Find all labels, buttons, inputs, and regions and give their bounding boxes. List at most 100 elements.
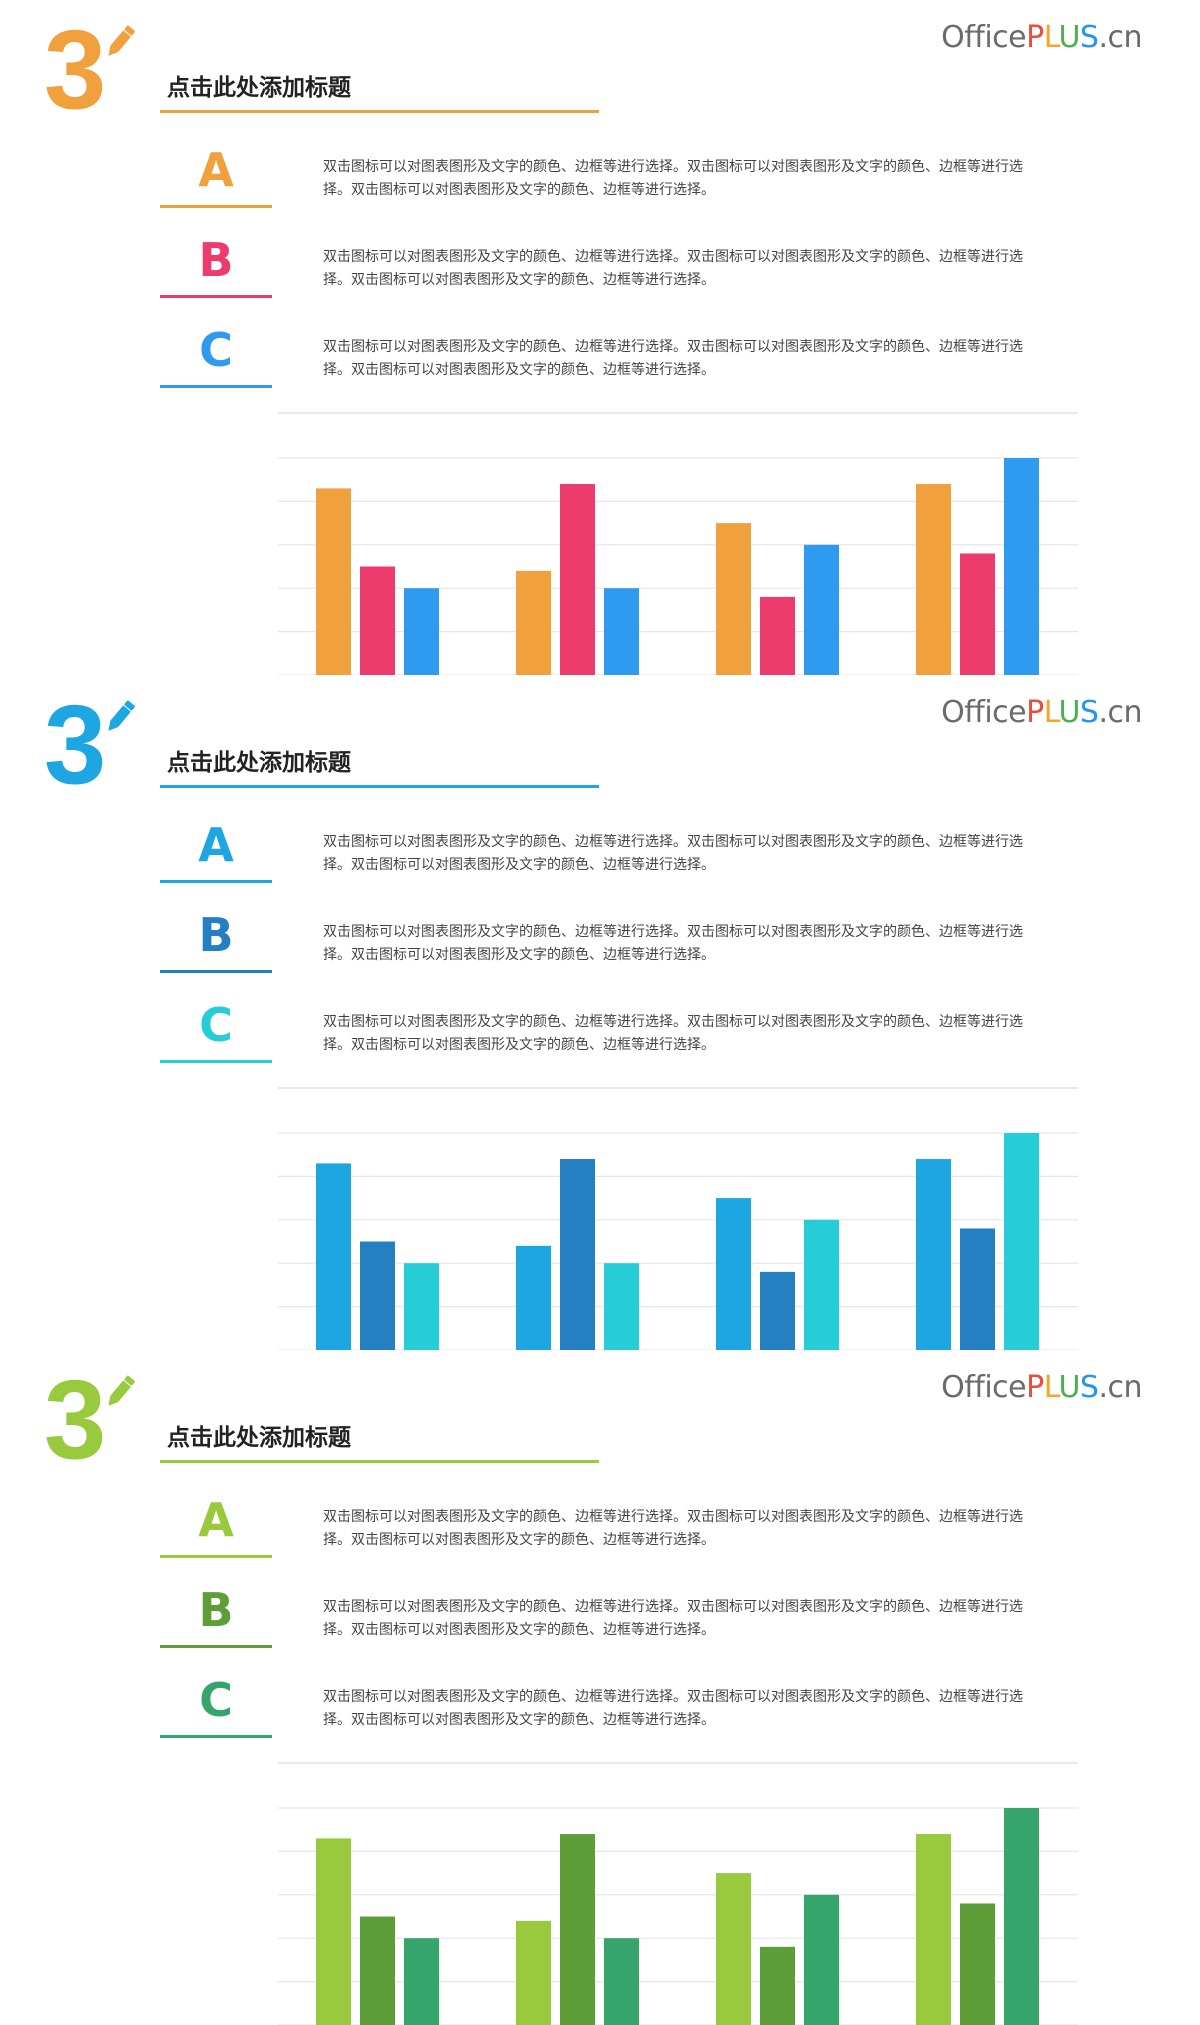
- bar: [404, 1263, 439, 1350]
- bar: [716, 523, 751, 675]
- slide-number: 3: [44, 7, 107, 132]
- brand-plus-letter: S: [1079, 20, 1099, 55]
- slide: 3 OfficePLUS.cn 点击此处添加标题 A 双击图标可以对图表图形及文字…: [0, 1350, 1200, 2025]
- bar-chart: [278, 1762, 1078, 2025]
- bar: [804, 1894, 839, 2025]
- officeplus-logo: OfficePLUS.cn: [941, 20, 1142, 55]
- item-underline: [160, 1555, 272, 1558]
- bar: [516, 1920, 551, 2025]
- bar: [916, 1834, 951, 2025]
- brand-cn: .cn: [1098, 20, 1142, 55]
- item-description: 双击图标可以对图表图形及文字的颜色、边框等进行选择。双击图标可以对图表图形及文字…: [323, 249, 1023, 288]
- brand-cn: .cn: [1098, 1370, 1142, 1405]
- item-letter-c: C: [199, 323, 233, 377]
- bar: [1004, 1808, 1039, 2025]
- pencil-icon: [108, 25, 135, 56]
- title-underline: [160, 110, 599, 113]
- item-underline: [160, 205, 272, 208]
- bar: [604, 1263, 639, 1350]
- bar: [716, 1873, 751, 2025]
- officeplus-logo: OfficePLUS.cn: [941, 1370, 1142, 1405]
- item-description: 双击图标可以对图表图形及文字的颜色、边框等进行选择。双击图标可以对图表图形及文字…: [323, 1509, 1023, 1548]
- bar: [604, 1938, 639, 2025]
- bar: [916, 484, 951, 675]
- item-underline: [160, 1060, 272, 1063]
- bar: [1004, 458, 1039, 675]
- item-description: 双击图标可以对图表图形及文字的颜色、边框等进行选择。双击图标可以对图表图形及文字…: [323, 1599, 1023, 1638]
- brand-plus-letter: P: [1026, 1370, 1044, 1405]
- brand-plus-letter: U: [1058, 20, 1080, 55]
- item-letter-c: C: [199, 1673, 233, 1727]
- item-underline: [160, 295, 272, 298]
- brand-office: Office: [941, 20, 1027, 55]
- brand-cn: .cn: [1098, 695, 1142, 730]
- item-letter-b: B: [198, 908, 234, 962]
- item-letter-a: A: [198, 818, 234, 872]
- bar: [604, 588, 639, 675]
- brand-plus-letter: P: [1026, 20, 1044, 55]
- bar: [804, 544, 839, 675]
- brand-plus-letter: U: [1058, 1370, 1080, 1405]
- item-underline: [160, 970, 272, 973]
- bar: [916, 1159, 951, 1350]
- bar: [360, 1241, 395, 1350]
- bar: [804, 1219, 839, 1350]
- bar: [316, 488, 351, 675]
- slide-title: 点击此处添加标题: [167, 1425, 351, 1451]
- bar: [1004, 1133, 1039, 1350]
- bar-chart: [278, 412, 1078, 675]
- slide: 3 OfficePLUS.cn 点击此处添加标题 A 双击图标可以对图表图形及文字…: [0, 675, 1200, 1350]
- item-letter-c: C: [199, 998, 233, 1052]
- bar: [360, 566, 395, 675]
- item-underline: [160, 880, 272, 883]
- brand-plus-letter: L: [1043, 20, 1059, 55]
- bar: [960, 1228, 995, 1350]
- brand-plus-letter: L: [1043, 695, 1059, 730]
- slide-number: 3: [44, 1357, 107, 1482]
- title-underline: [160, 785, 599, 788]
- item-letter-a: A: [198, 1493, 234, 1547]
- bar: [516, 1245, 551, 1350]
- bar: [316, 1838, 351, 2025]
- item-description: 双击图标可以对图表图形及文字的颜色、边框等进行选择。双击图标可以对图表图形及文字…: [323, 1689, 1023, 1728]
- bar: [516, 570, 551, 675]
- item-description: 双击图标可以对图表图形及文字的颜色、边框等进行选择。双击图标可以对图表图形及文字…: [323, 924, 1023, 963]
- bar: [560, 484, 595, 675]
- bar: [360, 1916, 395, 2025]
- slide: 3 OfficePLUS.cn 点击此处添加标题 A 双击图标可以对图表图形及文字…: [0, 0, 1200, 675]
- brand-office: Office: [941, 695, 1027, 730]
- bar: [760, 1271, 795, 1350]
- brand-plus-letter: P: [1026, 695, 1044, 730]
- item-underline: [160, 1735, 272, 1738]
- brand-plus-letter: S: [1079, 695, 1099, 730]
- bar: [404, 588, 439, 675]
- bar-chart: [278, 1087, 1078, 1350]
- bar: [960, 1903, 995, 2025]
- item-underline: [160, 385, 272, 388]
- item-description: 双击图标可以对图表图形及文字的颜色、边框等进行选择。双击图标可以对图表图形及文字…: [323, 1014, 1023, 1053]
- item-underline: [160, 1645, 272, 1648]
- bar: [716, 1198, 751, 1350]
- bar: [404, 1938, 439, 2025]
- item-description: 双击图标可以对图表图形及文字的颜色、边框等进行选择。双击图标可以对图表图形及文字…: [323, 339, 1023, 378]
- bar: [760, 596, 795, 675]
- pencil-icon: [108, 1375, 135, 1406]
- item-letter-b: B: [198, 1583, 234, 1637]
- brand-plus-letter: L: [1043, 1370, 1059, 1405]
- title-underline: [160, 1460, 599, 1463]
- bar: [960, 553, 995, 675]
- slide-title: 点击此处添加标题: [167, 75, 351, 101]
- item-description: 双击图标可以对图表图形及文字的颜色、边框等进行选择。双击图标可以对图表图形及文字…: [323, 834, 1023, 873]
- bar: [560, 1834, 595, 2025]
- item-description: 双击图标可以对图表图形及文字的颜色、边框等进行选择。双击图标可以对图表图形及文字…: [323, 159, 1023, 198]
- slide-number: 3: [44, 682, 107, 807]
- brand-office: Office: [941, 1370, 1027, 1405]
- item-letter-a: A: [198, 143, 234, 197]
- bar: [316, 1163, 351, 1350]
- brand-plus-letter: U: [1058, 695, 1080, 730]
- slide-title: 点击此处添加标题: [167, 750, 351, 776]
- pencil-icon: [108, 700, 135, 731]
- brand-plus-letter: S: [1079, 1370, 1099, 1405]
- bar: [760, 1946, 795, 2025]
- item-letter-b: B: [198, 233, 234, 287]
